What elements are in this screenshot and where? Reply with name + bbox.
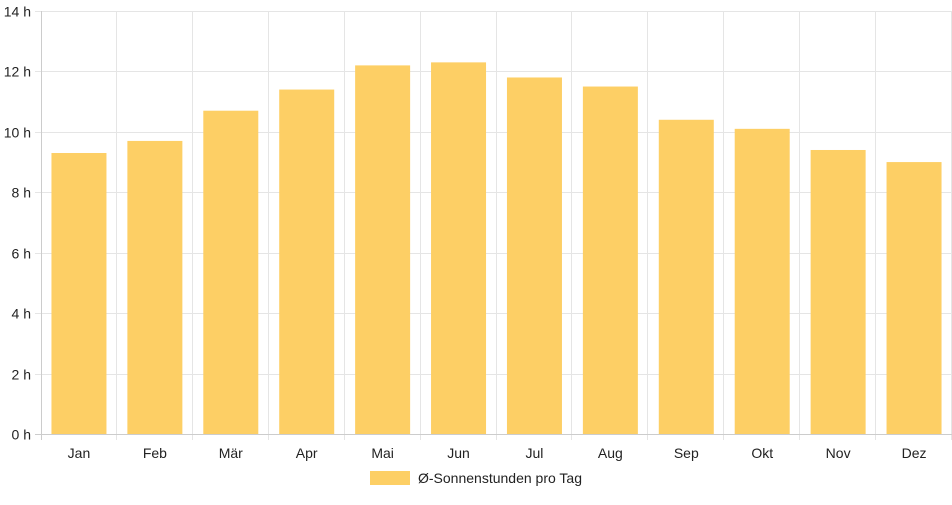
x-tick-label: Mai (371, 445, 394, 461)
x-tick-label: Feb (143, 445, 167, 461)
x-tick-labels: Jan Feb Mär Apr Mai Jun Jul Aug Sep Okt Nov Dez (68, 445, 927, 461)
y-tick-labels: 0 h 2 h 4 h 6 h 8 h 10 h 12 h 14 h (4, 4, 31, 443)
bar-jun[interactable] (431, 62, 487, 434)
y-tick-label: 12 h (4, 64, 31, 80)
bar-mai[interactable] (355, 65, 411, 434)
bar-okt[interactable] (734, 128, 790, 435)
y-tick-label: 8 h (12, 185, 31, 201)
x-tick-label: Dez (902, 445, 927, 461)
bar-jul[interactable] (506, 77, 562, 434)
y-tick-label: 0 h (12, 427, 31, 443)
bar-mär[interactable] (203, 110, 259, 434)
x-tick-label: Jan (68, 445, 91, 461)
grid-lines (35, 11, 952, 440)
x-tick-label: Jul (526, 445, 544, 461)
bar-sep[interactable] (658, 119, 714, 435)
legend-swatch (370, 471, 410, 485)
x-tick-label: Nov (826, 445, 851, 461)
legend-label: Ø-Sonnenstunden pro Tag (418, 470, 582, 486)
x-tick-label: Jun (447, 445, 470, 461)
bar-apr[interactable] (279, 89, 335, 435)
bar-dez[interactable] (886, 162, 942, 435)
x-tick-label: Apr (296, 445, 318, 461)
y-tick-label: 4 h (12, 306, 31, 322)
y-tick-label: 6 h (12, 246, 31, 262)
bar-aug[interactable] (582, 86, 638, 435)
y-tick-label: 10 h (4, 125, 31, 141)
legend[interactable]: Ø-Sonnenstunden pro Tag (0, 470, 952, 486)
x-tick-label: Sep (674, 445, 699, 461)
x-tick-label: Aug (598, 445, 623, 461)
bar-feb[interactable] (127, 140, 183, 434)
axes (35, 11, 952, 440)
y-tick-label: 14 h (4, 4, 31, 20)
bars (51, 62, 942, 435)
bar-nov[interactable] (810, 149, 866, 434)
y-tick-label: 2 h (12, 367, 31, 383)
x-tick-label: Okt (751, 445, 773, 461)
x-tick-label: Mär (219, 445, 243, 461)
bar-jan[interactable] (51, 153, 107, 434)
